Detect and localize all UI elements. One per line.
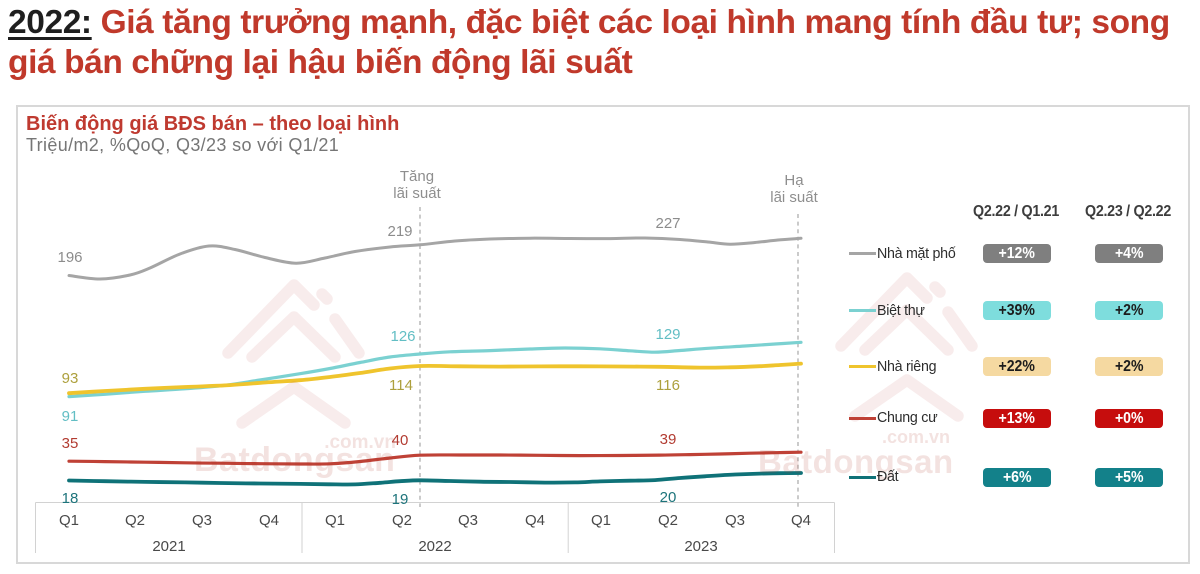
svg-text:.com.vn: .com.vn bbox=[324, 432, 396, 453]
svg-text:Batdongsan: Batdongsan bbox=[194, 441, 395, 479]
svg-text:Batdongsan: Batdongsan bbox=[758, 443, 954, 480]
svg-text:.com.vn: .com.vn bbox=[882, 427, 950, 447]
